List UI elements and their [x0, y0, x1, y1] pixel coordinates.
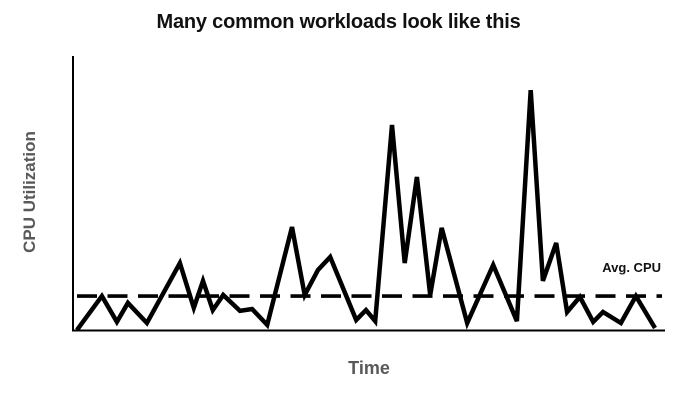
avg-cpu-label: Avg. CPU: [602, 260, 661, 275]
x-axis-label: Time: [348, 358, 390, 378]
chart-title: Many common workloads look like this: [156, 11, 521, 33]
cpu-utilization-line: [75, 89, 657, 332]
